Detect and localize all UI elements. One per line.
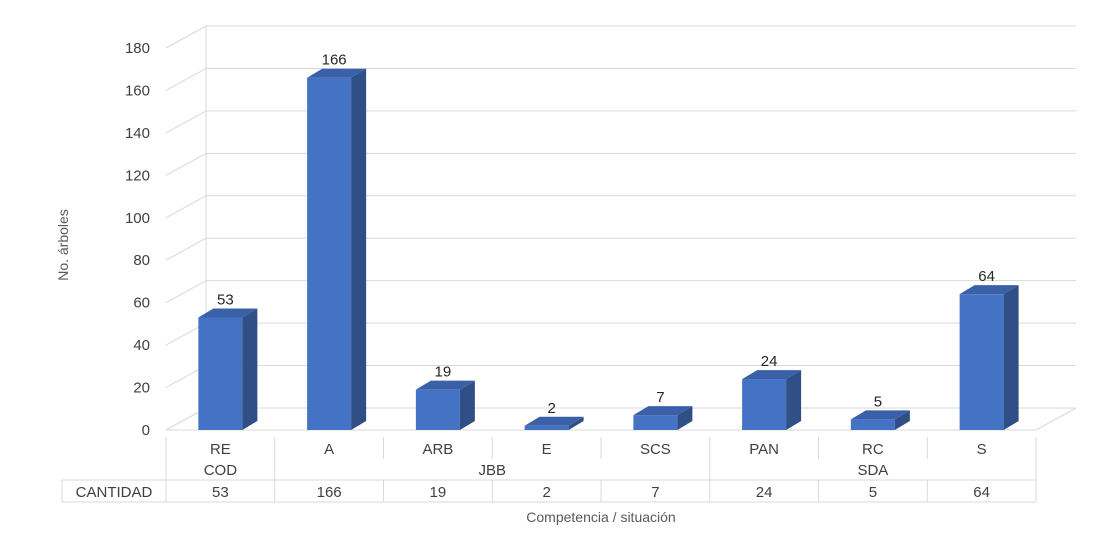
x-tick-label: E bbox=[542, 441, 552, 458]
x-tick-label: ARB bbox=[422, 441, 453, 458]
table-cell: 19 bbox=[430, 484, 447, 501]
bar-front bbox=[959, 294, 1004, 430]
bar-top bbox=[415, 380, 475, 390]
gridline-side bbox=[165, 25, 207, 49]
table-series-name: CANTIDAD bbox=[76, 484, 153, 501]
y-tick-label: 80 bbox=[133, 252, 150, 269]
bar-front bbox=[742, 379, 787, 430]
table-cell: 53 bbox=[212, 484, 229, 501]
x-tick-label: RE bbox=[210, 441, 231, 458]
bar-side bbox=[1003, 285, 1019, 430]
table-cell: 5 bbox=[869, 484, 877, 501]
data-table: RE 53 A 166 ARB 19 E 2 SCS 7 PAN 24 RC 5 S 64 COD JBB SDA C… bbox=[61, 437, 1037, 503]
bar bbox=[850, 410, 910, 430]
gridline-side bbox=[165, 280, 207, 304]
gridline-side bbox=[165, 152, 207, 176]
table-cell: 166 bbox=[317, 484, 342, 501]
table-cell: 7 bbox=[651, 484, 659, 501]
bar-top bbox=[959, 285, 1019, 295]
y-tick-label: 60 bbox=[133, 295, 150, 312]
bar bbox=[524, 416, 584, 430]
gridline-side bbox=[165, 237, 207, 261]
y-tick-label: 100 bbox=[125, 210, 150, 227]
bar-front bbox=[850, 419, 895, 430]
bars bbox=[198, 68, 1019, 430]
bar-top bbox=[524, 416, 584, 426]
bar bbox=[415, 380, 475, 430]
table-cell: 64 bbox=[973, 484, 990, 501]
bar-front bbox=[198, 317, 243, 430]
gridline-side bbox=[165, 195, 207, 219]
group-label: COD bbox=[204, 462, 238, 479]
bar-top bbox=[307, 68, 367, 78]
x-tick-label: RC bbox=[862, 441, 884, 458]
y-tick-labels: 0 20 40 60 80 100 120 140 160 180 bbox=[125, 40, 150, 439]
data-label: 53 bbox=[217, 292, 234, 309]
bar-side bbox=[894, 410, 910, 430]
bar-side bbox=[677, 406, 693, 430]
bar-front bbox=[633, 415, 678, 430]
bar-top bbox=[198, 308, 258, 318]
data-label: 64 bbox=[978, 268, 995, 285]
x-tick-label: S bbox=[977, 441, 987, 458]
data-label: 5 bbox=[874, 393, 882, 410]
y-tick-label: 140 bbox=[125, 125, 150, 142]
data-label: 2 bbox=[547, 400, 555, 417]
table-cell: 24 bbox=[756, 484, 773, 501]
bar bbox=[959, 285, 1019, 430]
data-label: 166 bbox=[322, 52, 347, 69]
gridline-side bbox=[165, 68, 207, 91]
data-label: 24 bbox=[761, 353, 778, 370]
bar bbox=[198, 308, 258, 430]
y-tick-label: 160 bbox=[125, 82, 150, 99]
bar-side bbox=[459, 380, 475, 430]
bar-front bbox=[307, 77, 352, 430]
bar-top bbox=[633, 406, 693, 416]
bar-top bbox=[742, 370, 802, 380]
y-tick-label: 20 bbox=[133, 380, 150, 397]
data-label: 7 bbox=[656, 389, 664, 406]
y-tick-label: 0 bbox=[142, 422, 150, 439]
bar-top bbox=[850, 410, 910, 420]
gridline-side bbox=[165, 110, 207, 134]
floor-side-edge bbox=[1035, 407, 1077, 431]
y-tick-label: 40 bbox=[133, 337, 150, 354]
x-tick-label: PAN bbox=[749, 441, 779, 458]
x-tick-label: SCS bbox=[640, 441, 671, 458]
table-cell: 2 bbox=[542, 484, 550, 501]
bar-front bbox=[415, 389, 460, 430]
x-axis-title: Competencia / situación bbox=[526, 509, 675, 525]
bar-front bbox=[524, 425, 569, 430]
data-label: 19 bbox=[435, 364, 452, 381]
x-tick-label: A bbox=[324, 441, 334, 458]
group-label: JBB bbox=[478, 462, 506, 479]
bar-side bbox=[351, 68, 367, 430]
bar-side bbox=[786, 370, 802, 430]
bar bbox=[307, 68, 367, 430]
data-labels: 53 166 19 2 7 24 5 64 bbox=[217, 52, 995, 417]
gridlines bbox=[165, 25, 1077, 431]
bar bbox=[742, 370, 802, 430]
y-tick-label: 120 bbox=[125, 167, 150, 184]
bar-side bbox=[242, 308, 258, 430]
y-axis-title: No. árboles bbox=[55, 209, 71, 281]
bar bbox=[633, 406, 693, 430]
group-label: SDA bbox=[857, 462, 888, 479]
y-tick-label: 180 bbox=[125, 40, 150, 57]
bar-side bbox=[568, 416, 584, 430]
